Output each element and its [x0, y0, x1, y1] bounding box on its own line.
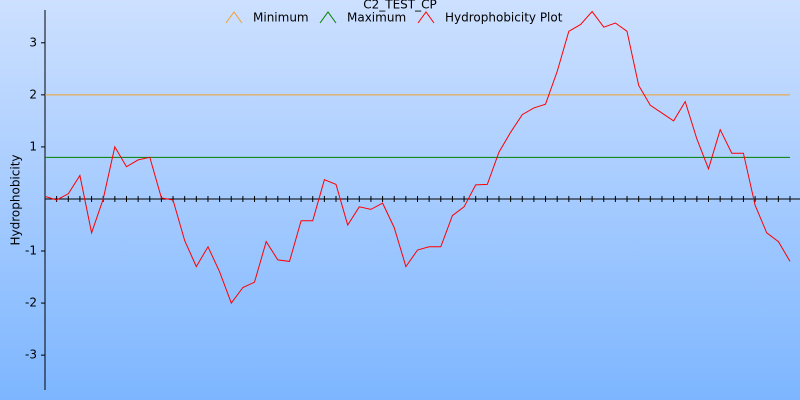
legend-icon	[225, 11, 243, 24]
legend-label: Minimum	[253, 11, 309, 25]
legend-icon	[319, 11, 337, 24]
chart-title: C2_TEST_CP	[363, 0, 437, 12]
legend-label: Maximum	[347, 11, 406, 25]
y-tick-label: 1	[29, 139, 37, 153]
y-tick-label: 3	[29, 35, 37, 49]
legend-label: Hydrophobicity Plot	[445, 11, 563, 25]
y-tick-label: -2	[25, 296, 37, 310]
y-axis-label: Hydrophobicity	[9, 154, 23, 245]
y-tick-label: 2	[29, 87, 37, 101]
hydrophobicity-line	[44, 10, 791, 305]
legend-icon	[417, 11, 435, 24]
y-tick-label: -1	[25, 244, 37, 258]
y-tick-label: -3	[25, 348, 37, 362]
